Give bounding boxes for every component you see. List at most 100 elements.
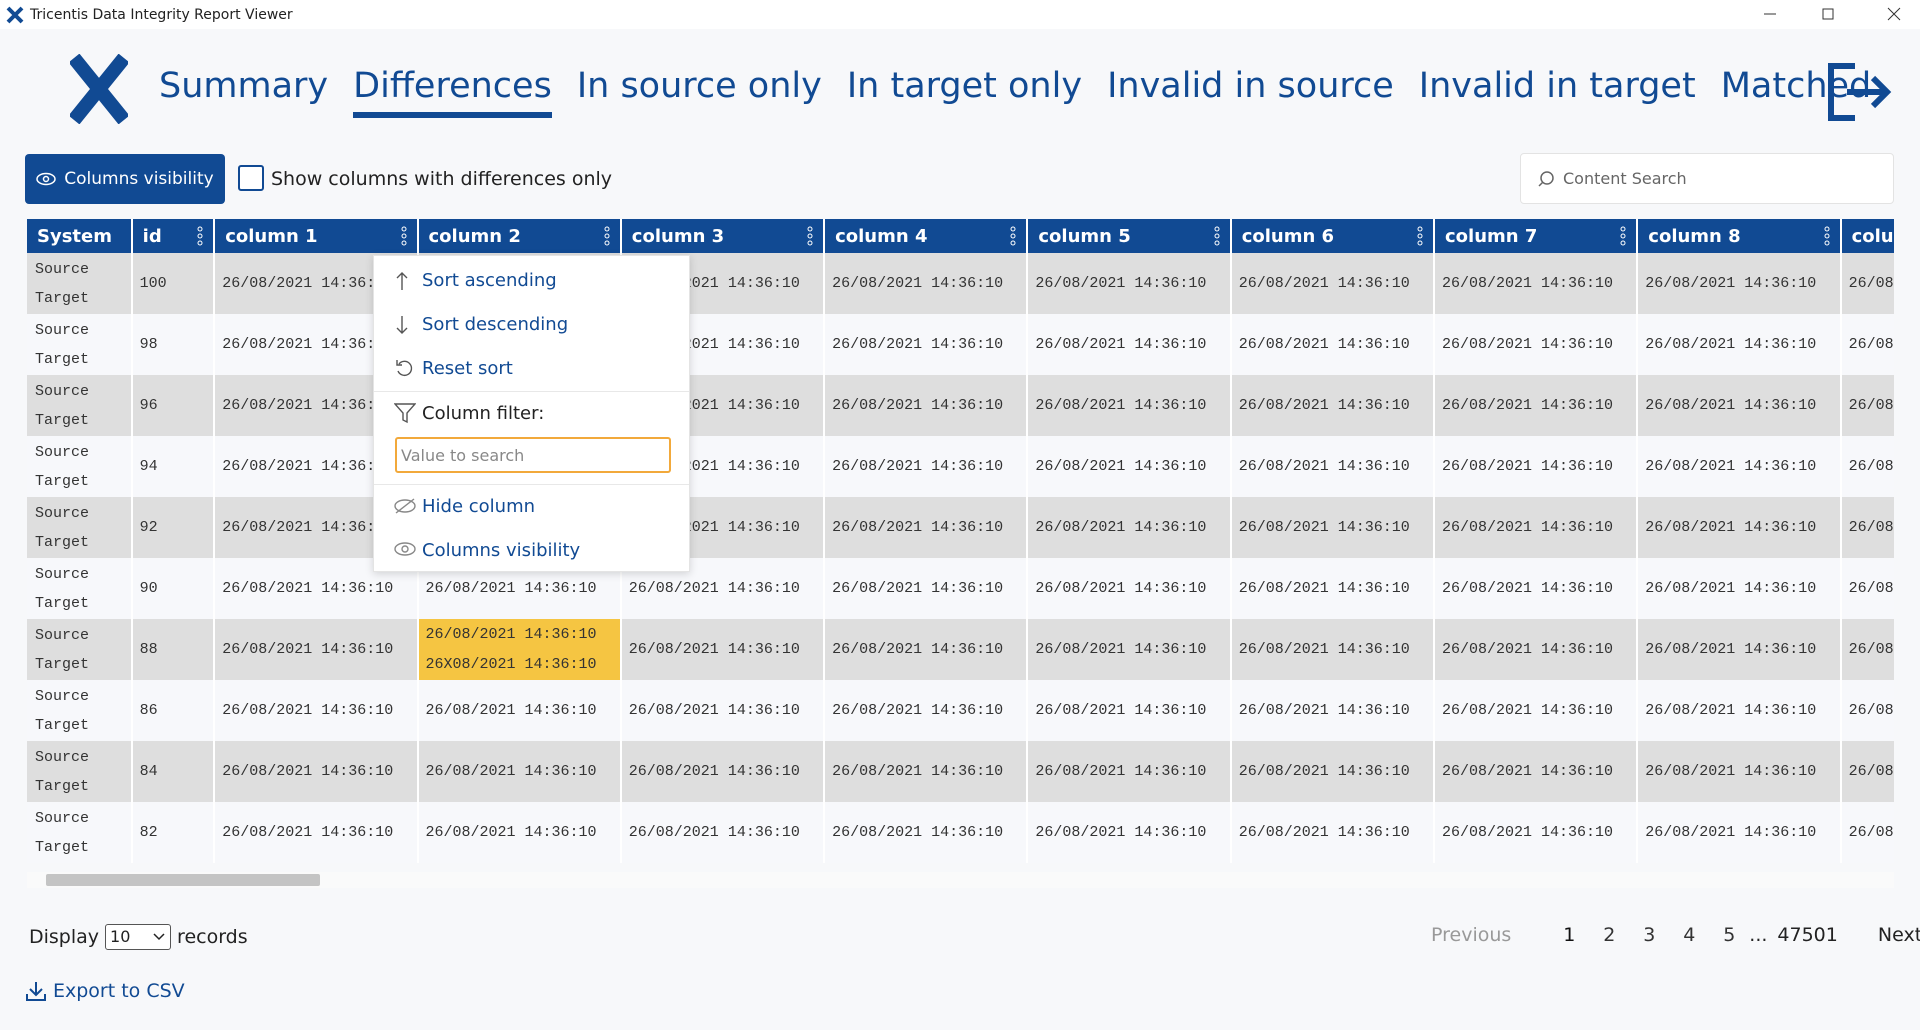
search-icon — [1538, 170, 1554, 187]
data-cell: 26/08/2021 14:36:10 — [1840, 253, 1894, 314]
column-header[interactable]: column 3 — [620, 219, 826, 253]
header-label: column 3 — [631, 225, 725, 247]
menu-item[interactable]: Columns visibility — [422, 540, 581, 561]
checkbox[interactable] — [238, 165, 264, 191]
h-scrollbar[interactable] — [27, 872, 1894, 888]
data-cell: 26/08/2021 14:36:10 — [214, 680, 419, 741]
header-label: System — [37, 225, 112, 247]
nav-tab[interactable]: In target only — [846, 66, 1083, 106]
nav-tab[interactable]: In source only — [576, 66, 822, 106]
table-row: Source Target 84 26/08/2021 14:36:10 26/08/2… — [27, 741, 1894, 802]
header-menu[interactable] — [401, 226, 407, 251]
page-number[interactable]: 5 — [1723, 924, 1736, 946]
data-cell: 26/08/2021 14:36:10 — [1027, 558, 1232, 619]
window-controls[interactable] — [1750, 0, 1920, 29]
system-label: Target — [35, 350, 90, 368]
header-label: column 6 — [1241, 225, 1335, 247]
data-cell: 26/08/2021 14:36:10 — [1230, 497, 1435, 558]
header-menu[interactable] — [1620, 226, 1626, 251]
column-header[interactable]: System — [27, 219, 133, 253]
title-bar: Tricentis Data Integrity Report Viewer — [0, 0, 1920, 29]
header-menu[interactable] — [1417, 226, 1423, 251]
checkbox-label[interactable]: Show columns with differences only — [271, 168, 613, 190]
data-cell: 26/08/2021 14:36:10 — [620, 619, 826, 680]
data-cell: 26/08/2021 14:36:10 — [1027, 619, 1232, 680]
menu-item[interactable]: Sort descending — [422, 314, 569, 335]
table-container: System id column 1 column 2 column 3 column 4… — [27, 219, 1894, 867]
column-header[interactable]: column 6 — [1230, 219, 1435, 253]
data-cell: 26/08/2021 14:36:10 — [824, 497, 1029, 558]
data-cell: 26/08/2021 14:36:10 — [1433, 558, 1639, 619]
filter-input[interactable]: Value to search — [395, 437, 671, 473]
system-cell: Source Target — [27, 375, 133, 436]
nav-tab[interactable]: Matched — [1720, 66, 1872, 106]
header-menu[interactable] — [807, 226, 813, 251]
header-menu[interactable] — [197, 226, 203, 251]
column-header[interactable]: column 4 — [824, 219, 1029, 253]
column-header[interactable]: column 7 — [1433, 219, 1639, 253]
data-cell: 26/08/2021 14:36:10 — [1637, 558, 1842, 619]
page-number[interactable]: 47501 — [1777, 924, 1838, 946]
table-row: Source Target 86 26/08/2021 14:36:10 26/08/2… — [27, 680, 1894, 741]
page-number[interactable]: 2 — [1603, 924, 1616, 946]
data-cell: 26/08/2021 14:36:10 — [1637, 741, 1842, 802]
data-cell: 26/08/2021 14:36:10 — [1027, 680, 1232, 741]
system-label: Target — [35, 838, 90, 856]
data-cell: 26/08/2021 14:36:10 — [1433, 375, 1639, 436]
id-cell: 82 — [131, 802, 216, 863]
scroll-thumb[interactable] — [46, 874, 320, 886]
page-number[interactable]: 1 — [1563, 924, 1576, 946]
data-cell: 26/08/2021 14:36:10 — [1230, 558, 1435, 619]
column-header[interactable]: column 5 — [1027, 219, 1232, 253]
id-cell: 88 — [131, 619, 216, 680]
system-label: Source — [35, 382, 90, 400]
id-cell: 100 — [131, 253, 216, 314]
data-cell: 26/08/2021 14:36:10 — [1840, 375, 1894, 436]
id-cell: 92 — [131, 497, 216, 558]
previous-button[interactable]: Previous — [1431, 924, 1512, 946]
logo — [70, 54, 128, 124]
header-menu[interactable] — [604, 226, 610, 251]
column-header[interactable]: column 2 — [417, 219, 622, 253]
column-header[interactable]: column 1 — [214, 219, 419, 253]
filter-icon — [394, 403, 416, 424]
page-number[interactable]: 4 — [1683, 924, 1696, 946]
exit-icon[interactable] — [1825, 62, 1893, 122]
search-box[interactable]: Content Search — [1520, 153, 1894, 204]
system-cell: Source Target — [27, 619, 133, 680]
header-menu[interactable] — [1214, 226, 1220, 251]
menu-item[interactable]: Sort ascending — [422, 270, 557, 291]
data-cell: 26/08/2021 14:36:10 — [1840, 497, 1894, 558]
nav-tab[interactable]: Summary — [159, 66, 329, 106]
page-number[interactable]: 3 — [1643, 924, 1656, 946]
nav-tab[interactable]: Invalid in target — [1418, 66, 1696, 106]
next-button[interactable]: Next — [1877, 924, 1920, 946]
menu-item[interactable]: Reset sort — [422, 358, 513, 379]
column-header[interactable]: column 9 — [1840, 219, 1894, 253]
data-cell: 26/08/2021 14:36:10 — [1027, 375, 1232, 436]
header-label: column 8 — [1648, 225, 1741, 247]
data-cell: 26/08/2021 14:36:10 — [214, 741, 419, 802]
nav-tab[interactable]: Invalid in source — [1107, 66, 1394, 106]
nav-tab[interactable]: Differences — [353, 66, 552, 118]
cell-value: 26X08/2021 14:36:10 — [425, 655, 597, 673]
ellipsis: ... — [1749, 924, 1768, 946]
page-size-select[interactable]: 10 — [105, 924, 172, 950]
data-cell: 26/08/2021 14:36:10 — [1433, 314, 1639, 375]
columns-visibility-button[interactable]: Columns visibility — [25, 154, 225, 204]
data-cell: 26/08/2021 14:36:10 — [1230, 253, 1435, 314]
app-icon — [6, 6, 24, 23]
header-menu[interactable] — [1824, 226, 1830, 251]
column-header[interactable]: column 8 — [1637, 219, 1842, 253]
system-label: Target — [35, 777, 90, 795]
column-header[interactable]: id — [131, 219, 216, 253]
id-cell: 98 — [131, 314, 216, 375]
header-label: column 4 — [835, 225, 928, 247]
data-cell: 26/08/2021 14:36:10 — [824, 802, 1029, 863]
system-cell: Source Target — [27, 497, 133, 558]
data-cell: 26/08/2021 14:36:10 — [1637, 253, 1842, 314]
header-menu[interactable] — [1010, 226, 1016, 251]
export-link[interactable]: Export to CSV — [25, 980, 185, 1002]
menu-item[interactable]: Hide column — [422, 496, 536, 517]
system-label: Source — [35, 687, 90, 705]
